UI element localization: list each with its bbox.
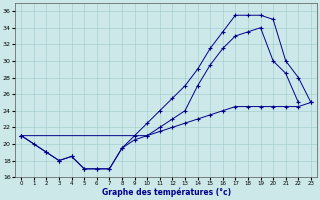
X-axis label: Graphe des températures (°c): Graphe des températures (°c) — [101, 188, 231, 197]
